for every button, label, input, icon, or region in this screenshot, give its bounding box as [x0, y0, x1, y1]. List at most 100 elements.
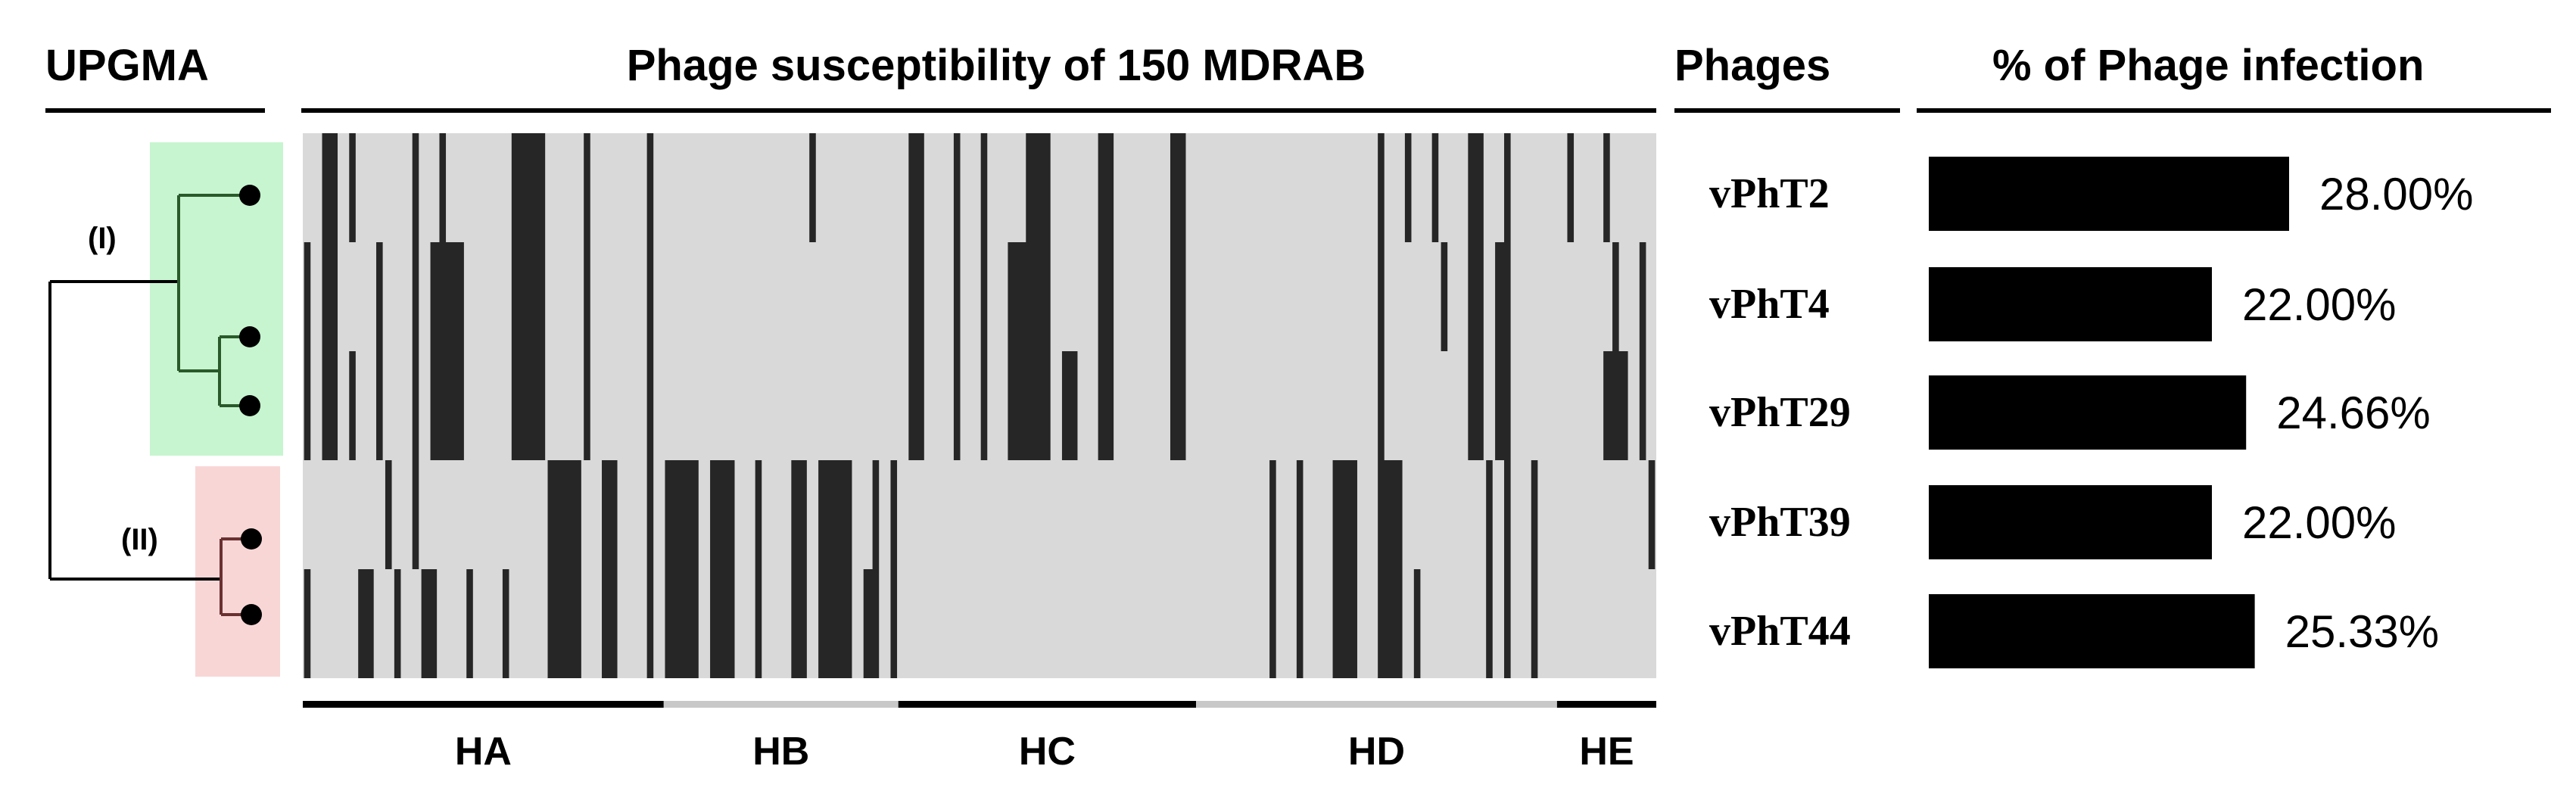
positive-cell — [1098, 242, 1114, 351]
positive-cell — [376, 351, 383, 460]
infection-value-label: 22.00% — [2242, 497, 2397, 548]
positive-cell — [439, 133, 447, 242]
positive-cell — [646, 242, 654, 351]
positive-cell — [1296, 569, 1304, 678]
positive-cell — [502, 569, 509, 678]
infection-value-label: 25.33% — [2285, 606, 2440, 657]
positive-cell — [1639, 242, 1646, 351]
positive-cell — [863, 569, 880, 678]
infection-bar — [1929, 375, 2247, 450]
upgma-header: UPGMA — [45, 41, 209, 90]
infection-value-label: 24.66% — [2276, 388, 2431, 438]
group-label: HD — [1348, 730, 1405, 774]
leaf-node — [239, 326, 260, 347]
positive-cell — [1008, 242, 1051, 351]
positive-cell — [908, 351, 924, 460]
positive-cell — [602, 569, 618, 678]
positive-cell — [602, 460, 618, 569]
positive-cell — [953, 133, 961, 242]
phage-name: vPhT4 — [1709, 281, 1830, 328]
positive-cell — [1648, 460, 1656, 569]
positive-cell — [376, 242, 383, 351]
clade-I-highlight — [150, 142, 283, 456]
positive-cell — [421, 569, 438, 678]
positive-cell — [665, 569, 699, 678]
positive-cell — [818, 569, 852, 678]
infection-bar — [1929, 157, 2289, 231]
phage-name: vPhT44 — [1709, 608, 1851, 655]
positive-cell — [1495, 242, 1511, 351]
clade-II-label: (II) — [121, 523, 158, 556]
positive-cell — [1269, 569, 1276, 678]
positive-cell — [791, 569, 807, 678]
host-groups: HA HB HC HD HE — [303, 701, 1656, 774]
infection-bar-chart: vPhT2 28.00% vPhT4 22.00% vPhT29 24.66% vPhT39… — [1709, 157, 2474, 668]
positive-cell — [412, 351, 419, 460]
phages-header: Phages — [1674, 41, 1830, 90]
positive-cell — [908, 242, 924, 351]
group-label: HE — [1579, 730, 1634, 774]
positive-cell — [646, 133, 654, 242]
positive-cell — [1378, 133, 1385, 242]
positive-cell — [511, 242, 546, 351]
positive-cell — [646, 351, 654, 460]
infection-header: % of Phage infection — [1992, 41, 2424, 90]
positive-cell — [1296, 460, 1304, 569]
phage-name: vPhT29 — [1709, 389, 1851, 436]
positive-cell — [394, 569, 401, 678]
positive-cell — [710, 460, 735, 569]
positive-cell — [511, 133, 546, 242]
positive-cell — [430, 351, 464, 460]
positive-cell — [1504, 460, 1511, 569]
positive-cell — [1468, 242, 1484, 351]
positive-cell — [322, 133, 338, 242]
positive-cell — [980, 133, 988, 242]
positive-cell — [547, 460, 581, 569]
group-bar — [663, 701, 899, 708]
positive-cell — [1098, 133, 1114, 242]
positive-cell — [412, 133, 419, 242]
positive-cell — [1495, 351, 1511, 460]
positive-cell — [791, 460, 807, 569]
positive-cell — [1431, 133, 1439, 242]
phage-name: vPhT39 — [1709, 499, 1851, 546]
positive-cell — [1269, 460, 1276, 569]
positive-cell — [1612, 242, 1619, 351]
positive-cell — [646, 569, 654, 678]
positive-cell — [358, 569, 374, 678]
positive-cell — [584, 242, 590, 351]
positive-cell — [818, 460, 852, 569]
positive-cell — [1170, 242, 1186, 351]
leaf-node — [241, 604, 262, 625]
positive-cell — [755, 569, 762, 678]
positive-cell — [511, 351, 546, 460]
positive-cell — [412, 460, 419, 569]
positive-cell — [1098, 351, 1114, 460]
positive-cell — [710, 569, 735, 678]
positive-cell — [890, 569, 898, 678]
infection-bar — [1929, 594, 2255, 668]
positive-cell — [1413, 569, 1421, 678]
positive-cell — [547, 569, 581, 678]
leaf-node — [241, 528, 262, 550]
positive-cell — [1008, 351, 1051, 460]
positive-cell — [1170, 351, 1186, 460]
positive-cell — [646, 460, 654, 569]
positive-cell — [412, 242, 419, 351]
positive-cell — [980, 351, 988, 460]
matrix-header: Phage susceptibility of 150 MDRAB — [627, 41, 1366, 90]
group-label: HA — [455, 730, 512, 774]
positive-cell — [1639, 351, 1646, 460]
positive-cell — [1468, 351, 1484, 460]
positive-cell — [755, 460, 762, 569]
positive-cell — [1404, 133, 1412, 242]
positive-cell — [304, 242, 311, 351]
positive-cell — [1567, 133, 1575, 242]
infection-bar — [1929, 485, 2212, 559]
positive-cell — [1378, 351, 1385, 460]
positive-cell — [1026, 133, 1051, 242]
positive-cell — [665, 460, 699, 569]
phage-name: vPhT2 — [1709, 170, 1830, 217]
positive-cell — [1061, 351, 1078, 460]
positive-cell — [584, 133, 590, 242]
